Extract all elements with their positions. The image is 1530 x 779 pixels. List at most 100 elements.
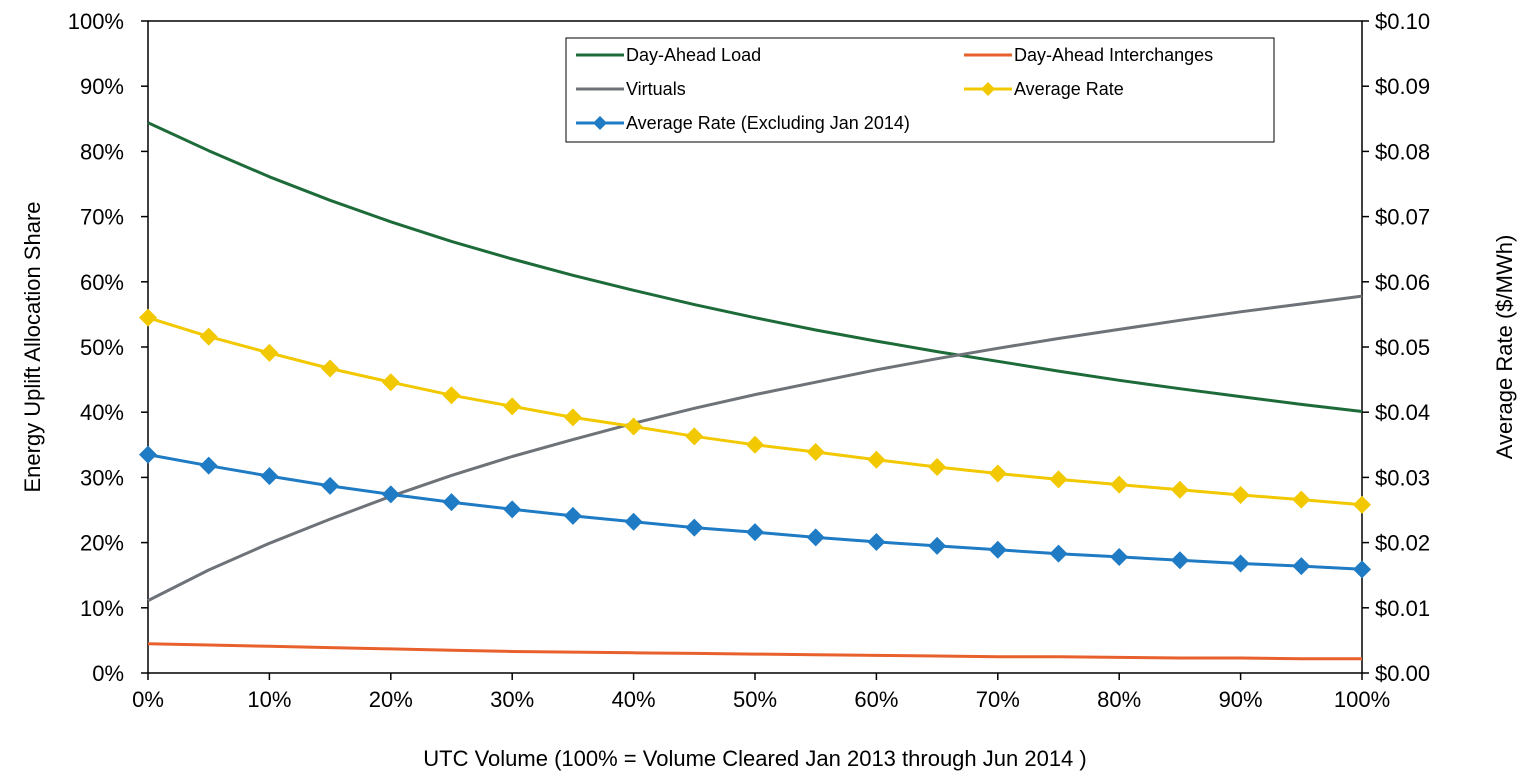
x-tick-label: 40% [612, 687, 656, 712]
data-point-average-rate [1231, 486, 1250, 505]
y-left-tick-label: 70% [80, 205, 124, 230]
x-axis-title: UTC Volume (100% = Volume Cleared Jan 20… [423, 746, 1086, 771]
data-point-average-rate [624, 417, 643, 436]
legend-marker [981, 82, 995, 96]
legend-box [565, 37, 1275, 143]
data-point-average-rate-excluding-jan-2014 [321, 476, 340, 495]
data-point-average-rate-excluding-jan-2014 [685, 518, 704, 537]
data-point-average-rate-excluding-jan-2014 [806, 528, 825, 547]
x-axis: 0% 10% 20% 30% 40% 50% 60% 70% 80% 90% 100% [132, 673, 1390, 712]
series-virtuals [147, 294, 1363, 602]
legend-marker [593, 116, 607, 130]
legend-item-average-rate-excluding-jan-2014: Average Rate (Excluding Jan 2014) [576, 113, 910, 133]
y-right-tick-label: $0.01 [1375, 596, 1430, 621]
series-line-day-ahead-load [147, 121, 1363, 413]
legend-item-day-ahead-interchanges: Day-Ahead Interchanges [964, 45, 1213, 65]
x-tick-label: 100% [1334, 687, 1390, 712]
data-point-average-rate [503, 397, 522, 416]
data-point-average-rate-excluding-jan-2014 [381, 485, 400, 504]
data-point-average-rate [988, 464, 1007, 483]
y-left-tick-label: 60% [80, 270, 124, 295]
legend-label: Average Rate (Excluding Jan 2014) [626, 113, 910, 133]
data-point-average-rate [1292, 490, 1311, 509]
y-right-tick-label: $0.06 [1375, 270, 1430, 295]
y-right-tick-label: $0.07 [1375, 205, 1430, 230]
series-day-ahead-interchanges [147, 642, 1362, 661]
y-left-tick-label: 50% [80, 335, 124, 360]
series-layer [139, 121, 1371, 661]
data-point-average-rate [321, 359, 340, 378]
legend-label: Average Rate [1014, 79, 1124, 99]
x-tick-label: 20% [369, 687, 413, 712]
x-tick-label: 60% [854, 687, 898, 712]
data-point-average-rate-excluding-jan-2014 [1292, 557, 1311, 576]
data-point-average-rate [867, 450, 886, 469]
y-right-tick-label: $0.04 [1375, 400, 1430, 425]
y-left-tick-label: 0% [92, 661, 124, 686]
x-tick-label: 70% [976, 687, 1020, 712]
y-left-tick-label: 10% [80, 596, 124, 621]
y-left-tick-label: 40% [80, 400, 124, 425]
legend-label: Virtuals [626, 79, 686, 99]
x-tick-label: 30% [490, 687, 534, 712]
data-point-average-rate [685, 427, 704, 446]
y-axis-left: 0% 10% 20% 30% 40% 50% 60% 70% 80% 90% 100% [68, 9, 148, 686]
data-point-average-rate [746, 435, 764, 454]
data-point-average-rate-excluding-jan-2014 [867, 532, 886, 551]
legend-label: Day-Ahead Load [626, 45, 761, 65]
y-right-tick-label: $0.02 [1375, 531, 1430, 556]
x-tick-label: 50% [733, 687, 777, 712]
data-point-average-rate [381, 373, 400, 392]
legend: Day-Ahead Load Day-Ahead Interchanges Virt… [565, 37, 1275, 143]
legend-item-virtuals: Virtuals [576, 79, 686, 99]
y-right-tick-label: $0.05 [1375, 335, 1430, 360]
y-axis-right-title: Average Rate ($/MWh) [1492, 235, 1517, 460]
data-point-average-rate [1170, 480, 1189, 499]
data-point-average-rate-excluding-jan-2014 [624, 512, 643, 531]
data-point-average-rate [806, 442, 825, 461]
series-average-rate [139, 308, 1371, 514]
legend-item-average-rate: Average Rate [964, 79, 1124, 99]
data-point-average-rate-excluding-jan-2014 [139, 445, 157, 464]
data-point-average-rate-excluding-jan-2014 [928, 536, 947, 555]
series-average-rate-excluding-jan-2014 [139, 445, 1371, 579]
data-point-average-rate [928, 457, 947, 476]
y-axis-left-title: Energy Uplift Allocation Share [20, 201, 45, 492]
data-point-average-rate-excluding-jan-2014 [746, 523, 764, 542]
data-point-average-rate-excluding-jan-2014 [1049, 544, 1068, 563]
x-tick-label: 0% [132, 687, 164, 712]
data-point-average-rate-excluding-jan-2014 [988, 540, 1007, 559]
data-point-average-rate-excluding-jan-2014 [442, 493, 461, 512]
y-right-tick-label: $0.00 [1375, 661, 1430, 686]
data-point-average-rate [1110, 475, 1129, 494]
x-tick-label: 10% [247, 687, 291, 712]
data-point-average-rate-excluding-jan-2014 [1353, 560, 1371, 579]
data-point-average-rate [139, 308, 157, 327]
y-right-tick-label: $0.09 [1375, 74, 1430, 99]
data-point-average-rate-excluding-jan-2014 [1170, 551, 1189, 570]
data-point-average-rate [442, 386, 461, 405]
y-right-tick-label: $0.10 [1375, 9, 1430, 34]
y-axis-right: $0.00 $0.01 $0.02 $0.03 $0.04 $0.05 $0.06 $0.07… [1362, 9, 1430, 686]
y-right-tick-label: $0.03 [1375, 465, 1430, 490]
y-right-tick-label: $0.08 [1375, 139, 1430, 164]
y-left-tick-label: 100% [68, 9, 124, 34]
y-left-tick-label: 20% [80, 531, 124, 556]
data-point-average-rate-excluding-jan-2014 [563, 506, 582, 525]
data-point-average-rate [563, 408, 582, 427]
data-point-average-rate [260, 343, 279, 362]
series-line-day-ahead-interchanges [147, 642, 1362, 661]
data-point-average-rate-excluding-jan-2014 [1110, 547, 1129, 566]
series-line-virtuals [147, 294, 1363, 602]
data-point-average-rate-excluding-jan-2014 [1231, 554, 1250, 573]
x-tick-label: 80% [1097, 687, 1141, 712]
y-left-tick-label: 90% [80, 74, 124, 99]
data-point-average-rate [1353, 495, 1371, 514]
data-point-average-rate [1049, 470, 1068, 489]
x-tick-label: 90% [1219, 687, 1263, 712]
legend-label: Day-Ahead Interchanges [1014, 45, 1213, 65]
legend-item-day-ahead-load: Day-Ahead Load [576, 45, 761, 65]
y-left-tick-label: 80% [80, 139, 124, 164]
